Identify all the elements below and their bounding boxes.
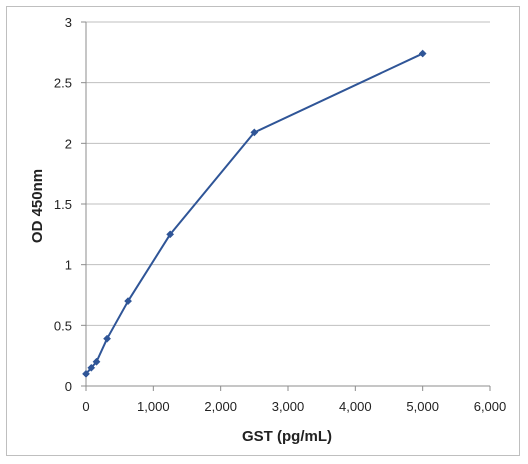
data-point xyxy=(166,230,175,239)
x-tick-label: 1,000 xyxy=(137,399,170,414)
x-tick-label: 0 xyxy=(82,399,89,414)
x-tick-label: 5,000 xyxy=(406,399,439,414)
x-axis-title: GST (pg/mL) xyxy=(242,428,332,445)
y-tick-label: 3 xyxy=(65,15,72,30)
data-point xyxy=(124,297,133,306)
x-tick-label: 6,000 xyxy=(474,399,507,414)
y-tick-label: 0 xyxy=(65,379,72,394)
gridlines xyxy=(86,21,490,326)
y-tick-label: 0.5 xyxy=(54,318,72,333)
data-point xyxy=(418,49,427,58)
data-series xyxy=(82,49,427,378)
data-point xyxy=(250,128,259,137)
x-tick-label: 4,000 xyxy=(339,399,372,414)
axes xyxy=(81,21,491,391)
chart-area xyxy=(6,6,520,456)
x-tick-label: 2,000 xyxy=(204,399,237,414)
x-tick-label: 3,000 xyxy=(272,399,305,414)
y-tick-label: 1.5 xyxy=(54,197,72,212)
data-point xyxy=(82,369,90,378)
y-axis-title: OD 450nm xyxy=(29,169,46,243)
y-tick-label: 2 xyxy=(65,136,72,151)
tick-labels: 0 0.5 1 1.5 2 2.5 3 0 1,000 2,000 3,000 4,000 5,000 6… xyxy=(54,15,506,414)
data-point xyxy=(103,334,112,343)
data-point xyxy=(92,357,101,366)
y-tick-label: 2.5 xyxy=(54,76,72,91)
data-point xyxy=(87,363,96,372)
y-tick-label: 1 xyxy=(65,258,72,273)
